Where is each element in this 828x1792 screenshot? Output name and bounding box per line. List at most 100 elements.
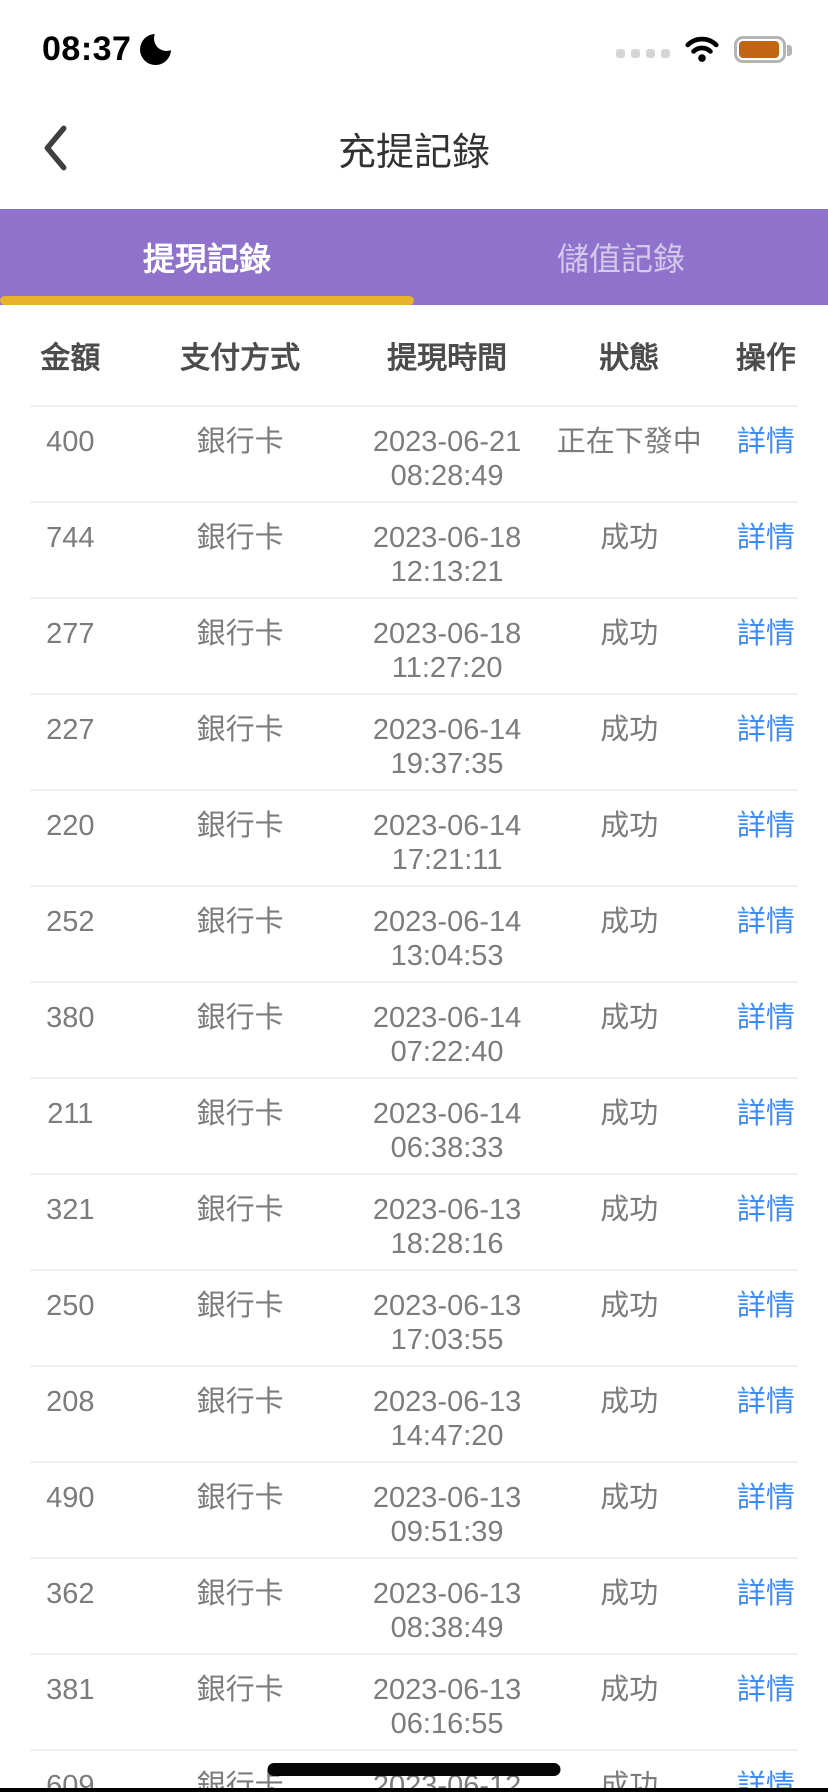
amount-cell: 220 (46, 810, 95, 842)
divider (30, 405, 798, 407)
time-line: 14:47:20 (390, 1420, 504, 1452)
divider (30, 885, 798, 887)
time-cell: 2023-06-13 17:03:55 (339, 1289, 554, 1365)
amount-cell: 744 (46, 522, 95, 554)
time-cell: 2023-06-13 14:47:20 (339, 1385, 554, 1461)
status-cell: 成功 (600, 1386, 659, 1418)
time-line: 06:16:55 (390, 1708, 504, 1740)
amount-cell: 609 (46, 1770, 95, 1792)
time-cell: 2023-06-13 06:16:55 (339, 1673, 554, 1749)
date-line: 2023-06-14 (372, 1098, 522, 1130)
column-header-time: 提現時間 (387, 342, 508, 375)
table-row: 380 銀行卡 2023-06-14 07:22:40 成功 詳情 (0, 983, 828, 1077)
detail-link[interactable]: 詳情 (736, 810, 795, 842)
divider (30, 1077, 798, 1079)
date-line: 2023-06-14 (372, 714, 522, 746)
time-line: 11:27:20 (391, 652, 503, 684)
time-line: 06:38:33 (390, 1132, 504, 1164)
time-cell: 2023-06-14 06:38:33 (339, 1097, 554, 1173)
status-cell: 成功 (600, 1290, 659, 1322)
back-button[interactable] (38, 124, 72, 174)
status-time: 08:37 (42, 29, 132, 68)
detail-link[interactable]: 詳情 (736, 1770, 795, 1792)
detail-link[interactable]: 詳情 (736, 1386, 795, 1418)
detail-link[interactable]: 詳情 (736, 1674, 795, 1706)
tab-withdraw-records[interactable]: 提現記錄 (0, 209, 414, 305)
divider (30, 597, 798, 599)
time-cell: 2023-06-13 09:51:39 (339, 1481, 554, 1557)
table-row: 211 銀行卡 2023-06-14 06:38:33 成功 詳情 (0, 1079, 828, 1173)
time-cell: 2023-06-21 08:28:49 (339, 425, 554, 501)
time-line: 17:21:11 (391, 844, 503, 876)
table-body: 400 銀行卡 2023-06-21 08:28:49 正在下發中 詳情 744… (0, 407, 828, 1792)
amount-cell: 227 (46, 714, 95, 746)
date-line: 2023-06-13 (372, 1482, 522, 1514)
divider (30, 1749, 798, 1751)
detail-link[interactable]: 詳情 (736, 1098, 795, 1130)
method-cell: 銀行卡 (196, 1098, 284, 1130)
status-cell: 成功 (600, 1578, 659, 1610)
status-cell: 成功 (600, 1770, 659, 1792)
detail-link[interactable]: 詳情 (736, 522, 795, 554)
tab-deposit-records[interactable]: 儲值記錄 (414, 209, 828, 305)
status-cell: 正在下發中 (556, 426, 702, 458)
method-cell: 銀行卡 (196, 1002, 284, 1034)
date-line: 2023-06-13 (372, 1386, 522, 1418)
amount-cell: 362 (46, 1578, 95, 1610)
method-cell: 銀行卡 (196, 522, 284, 554)
date-line: 2023-06-14 (372, 1002, 522, 1034)
date-line: 2023-06-21 (372, 426, 522, 458)
table-row: 208 銀行卡 2023-06-13 14:47:20 成功 詳情 (0, 1367, 828, 1461)
detail-link[interactable]: 詳情 (736, 1482, 795, 1514)
tab-deposit-label: 儲值記錄 (556, 241, 685, 277)
amount-cell: 252 (46, 906, 95, 938)
wifi-icon (685, 36, 719, 62)
tab-withdraw-label: 提現記錄 (142, 241, 271, 277)
amount-cell: 211 (47, 1098, 94, 1130)
table-row: 227 銀行卡 2023-06-14 19:37:35 成功 詳情 (0, 695, 828, 789)
method-cell: 銀行卡 (196, 1482, 284, 1514)
method-cell: 銀行卡 (196, 810, 284, 842)
time-line: 19:37:35 (390, 748, 504, 780)
time-cell: 2023-06-14 19:37:35 (339, 713, 554, 789)
detail-link[interactable]: 詳情 (736, 714, 795, 746)
date-line: 2023-06-13 (372, 1578, 522, 1610)
time-cell: 2023-06-14 17:21:11 (339, 809, 554, 885)
table-row: 381 銀行卡 2023-06-13 06:16:55 成功 詳情 (0, 1655, 828, 1749)
divider (30, 789, 798, 791)
divider (30, 1365, 798, 1367)
table-row: 220 銀行卡 2023-06-14 17:21:11 成功 詳情 (0, 791, 828, 885)
divider (30, 1557, 798, 1559)
time-line: 08:28:49 (390, 460, 504, 492)
date-line: 2023-06-14 (372, 906, 522, 938)
date-line: 2023-06-18 (372, 522, 522, 554)
time-line: 17:03:55 (390, 1324, 504, 1356)
method-cell: 銀行卡 (196, 1674, 284, 1706)
detail-link[interactable]: 詳情 (736, 618, 795, 650)
detail-link[interactable]: 詳情 (736, 1194, 795, 1226)
method-cell: 銀行卡 (196, 1386, 284, 1418)
table-row: 252 銀行卡 2023-06-14 13:04:53 成功 詳情 (0, 887, 828, 981)
date-line: 2023-06-13 (372, 1194, 522, 1226)
status-cell: 成功 (600, 810, 659, 842)
detail-link[interactable]: 詳情 (736, 1002, 795, 1034)
date-line: 2023-06-18 (372, 618, 522, 650)
table-row: 250 銀行卡 2023-06-13 17:03:55 成功 詳情 (0, 1271, 828, 1365)
screen-bottom-edge (0, 1788, 828, 1792)
time-cell: 2023-06-13 08:38:49 (339, 1577, 554, 1653)
divider (30, 981, 798, 983)
detail-link[interactable]: 詳情 (736, 1578, 795, 1610)
method-cell: 銀行卡 (196, 1290, 284, 1322)
divider (30, 1461, 798, 1463)
home-indicator[interactable] (267, 1763, 561, 1776)
status-cell: 成功 (600, 618, 659, 650)
detail-link[interactable]: 詳情 (736, 906, 795, 938)
table-row: 362 銀行卡 2023-06-13 08:38:49 成功 詳情 (0, 1559, 828, 1653)
column-header-amount: 金額 (40, 342, 101, 375)
detail-link[interactable]: 詳情 (736, 426, 795, 458)
status-cell: 成功 (600, 522, 659, 554)
column-header-method: 支付方式 (180, 342, 301, 375)
method-cell: 銀行卡 (196, 1578, 284, 1610)
detail-link[interactable]: 詳情 (736, 1290, 795, 1322)
